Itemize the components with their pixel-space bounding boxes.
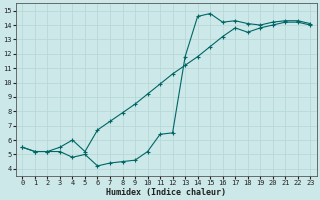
X-axis label: Humidex (Indice chaleur): Humidex (Indice chaleur) bbox=[106, 188, 226, 197]
